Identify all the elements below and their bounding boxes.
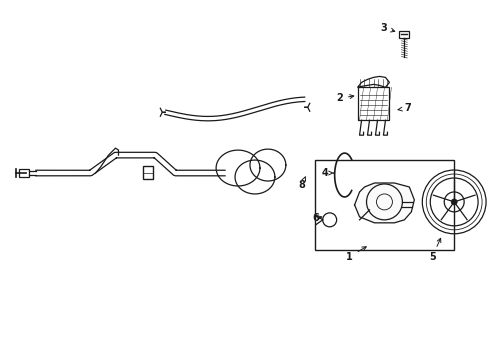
Bar [19, 169, 29, 177]
Bar [143, 166, 153, 179]
Text: 6: 6 [312, 213, 322, 223]
Text: 8: 8 [298, 177, 305, 190]
Text: 2: 2 [336, 93, 353, 103]
Bar [314, 160, 453, 250]
Text: 1: 1 [346, 247, 366, 262]
Bar [399, 31, 408, 37]
Text: 5: 5 [428, 238, 440, 262]
Circle shape [450, 199, 456, 205]
Text: 4: 4 [321, 168, 333, 178]
Text: 3: 3 [379, 23, 394, 33]
Text: 7: 7 [397, 103, 410, 113]
Polygon shape [357, 76, 388, 87]
Polygon shape [354, 183, 413, 223]
